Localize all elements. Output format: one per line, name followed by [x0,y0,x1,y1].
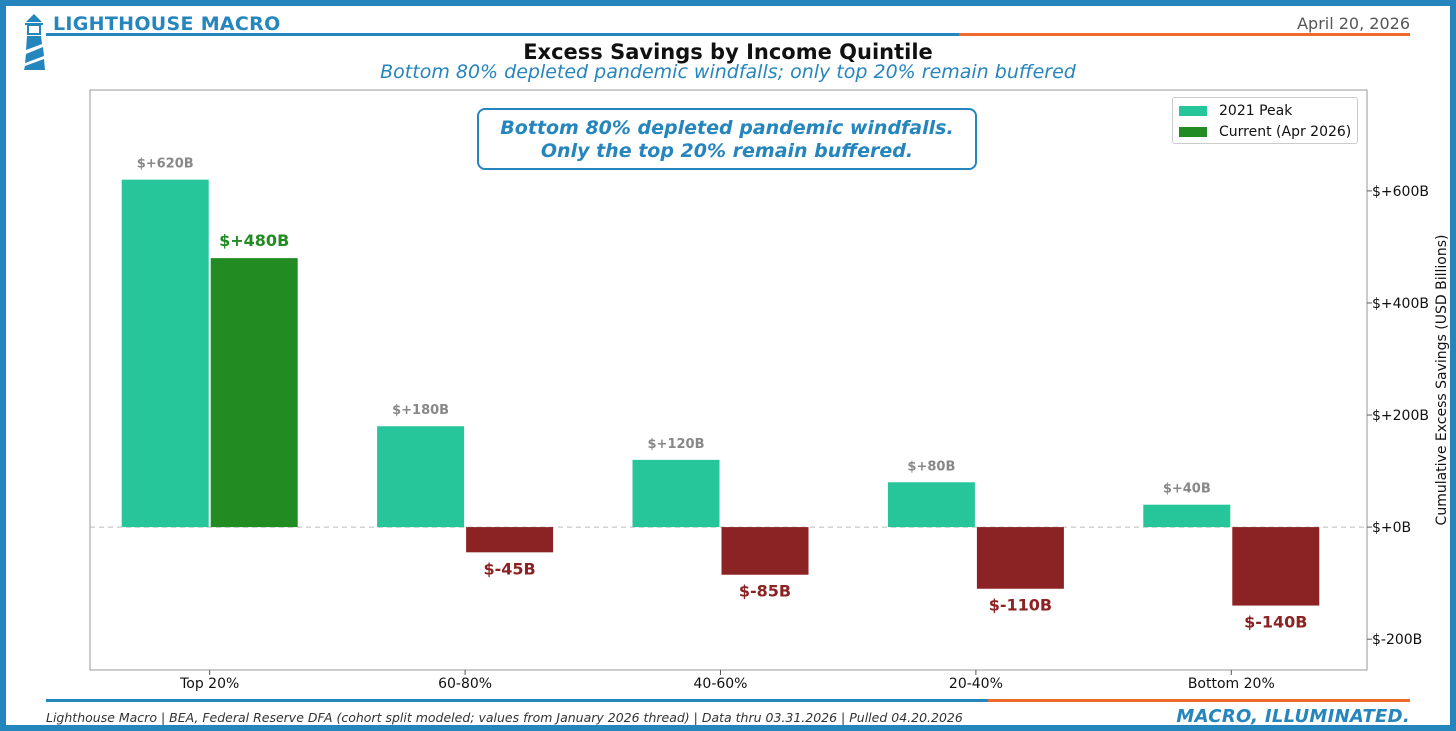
chart-title: Excess Savings by Income Quintile [523,40,933,64]
y-tick-label: $+0B [1372,520,1411,536]
data-label-peak: $+80B [907,459,955,474]
callout-box: Bottom 80% depleted pandemic windfalls. … [477,108,977,170]
footer-rule-orange [988,699,1410,702]
plot-frame [89,89,1368,671]
x-tick-label: 20-40% [949,676,1003,692]
header-rule-orange [959,33,1410,36]
x-tick-label: Top 20% [179,676,239,692]
bar-peak [377,426,465,528]
y-tick-label: $+600B [1372,184,1429,200]
data-label-current: $-140B [1244,613,1307,632]
data-label-peak: $+620B [137,157,194,172]
footer-tagline: MACRO, ILLUMINATED. [1176,706,1410,727]
lighthouse-logo-icon [24,14,45,70]
legend-swatch-peak [1179,106,1207,116]
data-label-peak: $+40B [1163,482,1211,497]
callout-line-1: Bottom 80% depleted pandemic windfalls. [500,117,954,139]
bar-current [466,527,554,553]
chart-subtitle: Bottom 80% depleted pandemic windfalls; … [380,61,1076,83]
y-tick-label: $+200B [1372,408,1429,424]
bar-peak [121,179,209,528]
legend-label-current: Current (Apr 2026) [1219,124,1352,140]
data-label-peak: $+120B [648,437,705,452]
bar-current [1232,527,1320,606]
data-label-current: $+480B [219,231,289,250]
bar-peak [887,482,975,528]
x-tick-label: 60-80% [438,676,492,692]
data-label-current: $-45B [483,559,535,578]
callout-line-2: Only the top 20% remain buffered. [540,140,914,162]
y-axis-title: Cumulative Excess Savings (USD Billions) [1434,235,1450,526]
bar-current [721,527,809,575]
data-label-current: $-85B [739,582,791,601]
source-note: Lighthouse Macro | BEA, Federal Reserve … [46,710,963,725]
data-label-current: $-110B [989,596,1052,615]
bar-peak [1143,504,1231,528]
report-date: April 20, 2026 [1297,14,1410,33]
bar-peak [632,459,720,528]
legend-item-peak: 2021 Peak [1179,102,1292,120]
x-tick-label: Bottom 20% [1188,676,1275,692]
legend-label-peak: 2021 Peak [1219,103,1293,119]
chart-legend: 2021 Peak Current (Apr 2026) [1172,97,1358,144]
legend-item-current: Current (Apr 2026) [1179,123,1351,141]
header-rule-blue [46,33,959,36]
footer-rule-blue [46,699,988,702]
brand-name: LIGHTHOUSE MACRO [53,13,281,35]
bar-current [210,258,298,528]
y-tick-label: $+400B [1372,296,1429,312]
legend-swatch-current [1179,127,1207,137]
x-tick-label: 40-60% [694,676,748,692]
bar-current [976,527,1064,589]
y-tick-label: $-200B [1372,632,1422,648]
data-label-peak: $+180B [392,403,449,418]
